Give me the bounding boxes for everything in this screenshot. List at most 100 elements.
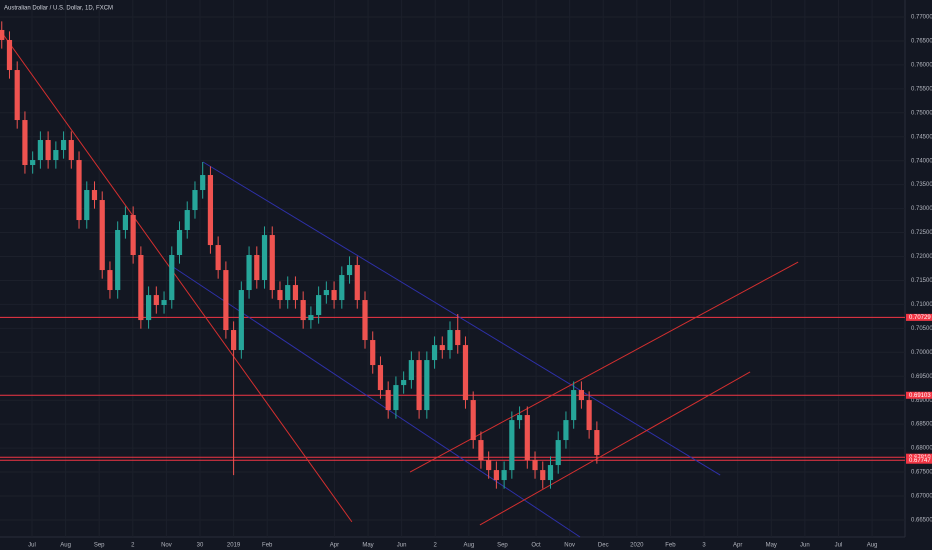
x-tick-label: Oct bbox=[531, 543, 541, 549]
x-tick-label: Aug bbox=[463, 543, 474, 549]
candle-body bbox=[370, 340, 376, 366]
candle-body bbox=[516, 415, 523, 421]
candle-body bbox=[107, 270, 113, 291]
candle-body bbox=[246, 255, 252, 291]
y-tick-label: 0.74000 bbox=[911, 158, 932, 164]
candle-body bbox=[354, 265, 360, 301]
x-tick-label: Jun bbox=[397, 543, 407, 549]
candle-body bbox=[238, 290, 244, 351]
candle-body bbox=[316, 295, 322, 316]
y-tick-label: 0.69000 bbox=[911, 398, 932, 404]
candle-body bbox=[0, 29, 5, 40]
candle-body bbox=[138, 255, 144, 321]
candle-body bbox=[339, 275, 345, 301]
candle-body bbox=[223, 270, 229, 331]
candle-body bbox=[277, 290, 283, 301]
candle-body bbox=[169, 255, 175, 301]
candle-body bbox=[115, 230, 121, 291]
candle-body bbox=[207, 175, 214, 246]
x-tick-label: Sep bbox=[497, 543, 508, 549]
y-tick-label: 0.71500 bbox=[911, 278, 932, 284]
x-tick-label: Feb bbox=[262, 543, 273, 549]
level-label-box bbox=[906, 391, 932, 399]
candle-body bbox=[91, 190, 98, 201]
candle-body bbox=[416, 360, 422, 411]
y-tick-label: 0.75000 bbox=[911, 110, 932, 116]
candle-body bbox=[447, 330, 453, 351]
candle-body bbox=[509, 420, 515, 471]
level-label-box bbox=[906, 456, 932, 464]
candle-body bbox=[455, 330, 461, 346]
candle-body bbox=[60, 140, 67, 151]
y-tick-label: 0.74500 bbox=[911, 134, 932, 140]
x-tick-label: 2019 bbox=[227, 543, 241, 549]
x-tick-label: 2 bbox=[434, 543, 438, 549]
y-tick-label: 0.70500 bbox=[911, 326, 932, 332]
candle-body bbox=[231, 330, 237, 351]
candle-body bbox=[254, 255, 260, 281]
candle-body bbox=[261, 235, 268, 281]
candle-body bbox=[285, 285, 291, 301]
candle-body bbox=[401, 380, 407, 386]
x-tick-label: Jul bbox=[835, 543, 843, 549]
candle-body bbox=[493, 470, 499, 481]
candle-body bbox=[22, 120, 28, 166]
candle-body bbox=[408, 360, 414, 381]
candle-body bbox=[377, 365, 384, 391]
candle-body bbox=[30, 160, 36, 166]
candle-body bbox=[68, 140, 74, 161]
trend-line bbox=[479, 371, 751, 526]
candle-body bbox=[439, 345, 445, 351]
candle-body bbox=[478, 440, 484, 461]
candle-body bbox=[540, 470, 546, 481]
candle-body bbox=[547, 465, 554, 481]
candle-body bbox=[431, 345, 438, 361]
x-tick-label: May bbox=[362, 543, 373, 549]
y-tick-label: 0.72500 bbox=[911, 230, 932, 236]
candle-body bbox=[393, 385, 399, 411]
y-tick-label: 0.69500 bbox=[911, 374, 932, 380]
level-label-box bbox=[906, 313, 932, 321]
y-tick-label: 0.77000 bbox=[911, 15, 932, 21]
y-tick-label: 0.75500 bbox=[911, 86, 932, 92]
candle-body bbox=[470, 400, 476, 441]
x-tick-label: Dec bbox=[598, 543, 609, 549]
candle-body bbox=[362, 300, 368, 341]
candle-body bbox=[76, 160, 82, 221]
candle-body bbox=[184, 210, 190, 231]
y-tick-label: 0.68500 bbox=[911, 422, 932, 428]
y-tick-label: 0.72000 bbox=[911, 254, 932, 260]
candle-body bbox=[563, 420, 569, 441]
x-tick-label: Sep bbox=[94, 543, 105, 549]
x-tick-label: Jun bbox=[800, 543, 810, 549]
candle-body bbox=[145, 295, 152, 321]
candle-body bbox=[45, 140, 51, 161]
candle-body bbox=[37, 140, 43, 161]
candle-body bbox=[323, 290, 329, 296]
x-tick-label: Nov bbox=[564, 543, 575, 549]
y-tick-label: 0.73000 bbox=[911, 206, 932, 212]
x-tick-label: Jul bbox=[28, 543, 36, 549]
x-tick-label: 3 bbox=[702, 543, 706, 549]
level-label: 0.70729 bbox=[909, 315, 931, 321]
candle-body bbox=[53, 150, 59, 161]
x-tick-label: Apr bbox=[330, 543, 339, 549]
candle-body bbox=[594, 430, 600, 456]
x-tick-label: Nov bbox=[161, 543, 172, 549]
y-tick-label: 0.70000 bbox=[911, 350, 932, 356]
chart-title: Australian Dollar / U.S. Dollar, 1D, FXC… bbox=[4, 6, 113, 12]
candle-body bbox=[346, 265, 353, 276]
candle-body bbox=[99, 200, 105, 271]
candle-body bbox=[524, 415, 530, 461]
x-tick-label: 2 bbox=[131, 543, 135, 549]
candle-body bbox=[122, 215, 129, 231]
candle-body bbox=[385, 390, 391, 411]
candle-body bbox=[486, 460, 492, 471]
candle-body bbox=[532, 460, 538, 471]
candle-body bbox=[269, 235, 275, 291]
candle-body bbox=[84, 190, 90, 221]
y-tick-label: 0.76000 bbox=[911, 62, 932, 68]
candle-body bbox=[200, 175, 206, 191]
